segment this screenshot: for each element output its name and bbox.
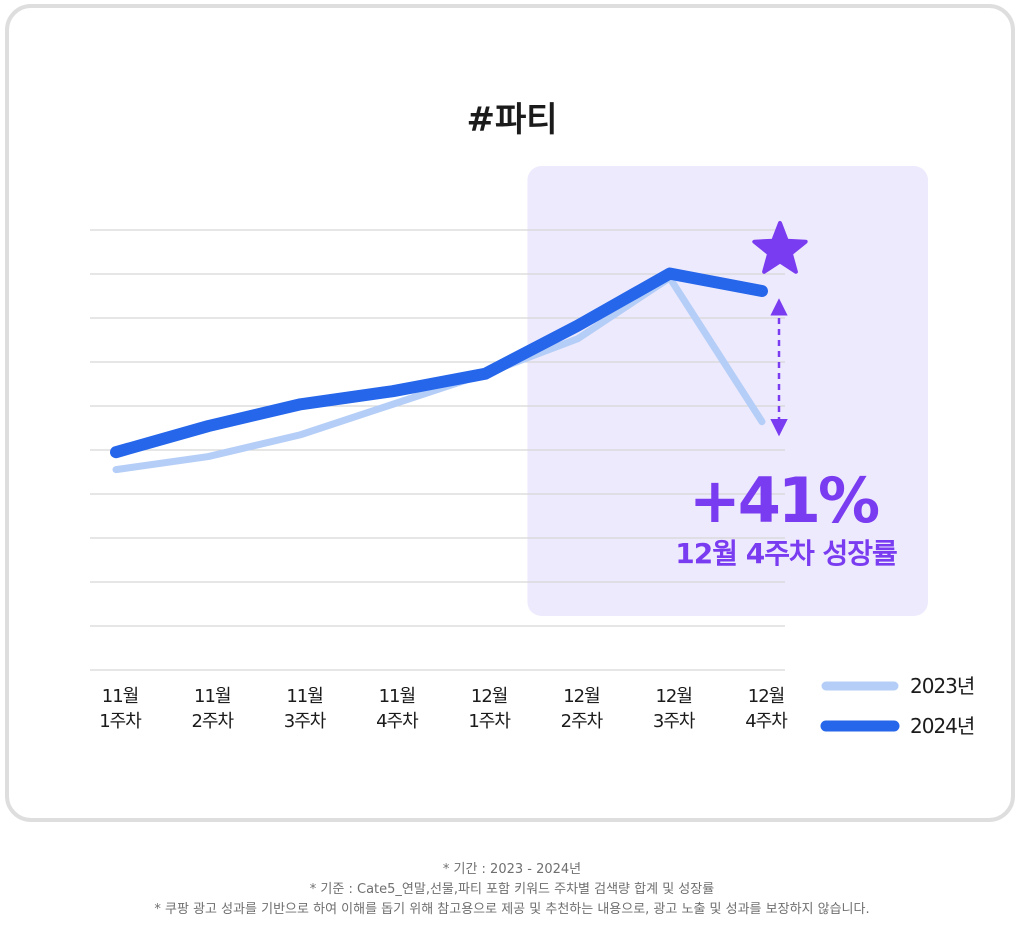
data-point (761, 290, 763, 292)
data-point (115, 469, 117, 471)
data-point (300, 403, 302, 405)
x-tick-label: 12월 4주차 (745, 686, 788, 732)
chart-title: #파티 (466, 100, 558, 140)
footnote-disclaimer: * 쿠팡 광고 성과를 기반으로 하여 이해를 돕기 위해 참고용으로 제공 및… (154, 902, 870, 917)
data-point (115, 451, 117, 453)
data-point (576, 338, 578, 340)
data-point (392, 403, 394, 405)
data-point (207, 456, 209, 458)
highlight-region (527, 166, 928, 616)
footnotes: * 기간 : 2023 - 2024년 * 기준 : Cate5_연말,선물,파… (0, 860, 1024, 920)
data-point (576, 325, 578, 327)
x-tick-label: 11월 4주차 (376, 686, 419, 732)
data-point (300, 434, 302, 436)
x-tick-label: 12월 3주차 (653, 686, 696, 732)
legend-label: 2023년 (910, 674, 974, 698)
data-point (392, 390, 394, 392)
footnote-criteria: * 기준 : Cate5_연말,선물,파티 포함 키워드 주차별 검색량 합계 … (309, 882, 715, 897)
star-icon (752, 221, 808, 274)
data-point (761, 421, 763, 423)
footnote-period: * 기간 : 2023 - 2024년 (442, 862, 582, 877)
x-tick-label: 12월 1주차 (468, 686, 511, 732)
series-line-2024년 (110, 267, 768, 459)
x-tick-label: 11월 1주차 (99, 686, 142, 732)
x-tick-label: 12월 2주차 (561, 686, 604, 732)
data-point (207, 425, 209, 427)
data-point (669, 273, 671, 275)
growth-label: 12월 4주차 성장률 (675, 537, 897, 570)
growth-value: +41% (689, 464, 879, 537)
data-point (484, 373, 486, 375)
legend-label: 2024년 (910, 714, 974, 738)
x-tick-label: 11월 2주차 (191, 686, 234, 732)
x-tick-label: 11월 3주차 (284, 686, 327, 732)
